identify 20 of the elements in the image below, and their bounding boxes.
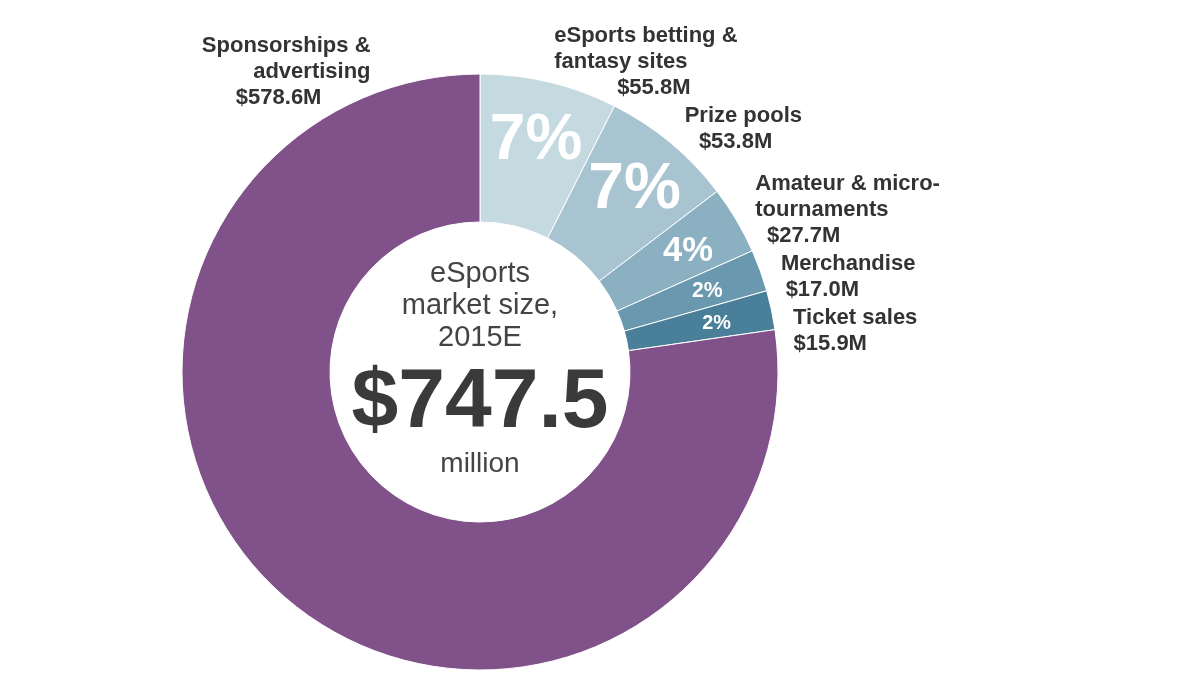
text: 7%	[588, 150, 681, 223]
text: $747.5	[351, 351, 609, 445]
slice-label: Prize pools	[684, 101, 803, 127]
data-label: $55.8M	[617, 73, 691, 99]
text: 4%	[662, 229, 713, 268]
slice-label: Ticket sales	[793, 303, 918, 329]
text: 2%	[702, 310, 731, 333]
slice-label: eSports betting & fantasy sites	[554, 21, 738, 73]
data-label: $53.8M	[698, 127, 773, 153]
data-label: $27.7M	[766, 221, 841, 247]
data-label: $578.6M	[235, 84, 322, 110]
slice-label: Merchandise	[780, 249, 916, 275]
text: million	[440, 446, 520, 478]
data-label: $15.9M	[793, 329, 867, 355]
text: eSports market size, 2015E	[401, 256, 559, 352]
text: 7%	[489, 100, 583, 173]
data-label: $17.0M	[785, 275, 860, 301]
slice-label: Sponsorships & advertising	[201, 32, 371, 84]
text: 2%	[691, 277, 723, 302]
slice-label: Amateur & micro-tournaments	[755, 169, 940, 221]
